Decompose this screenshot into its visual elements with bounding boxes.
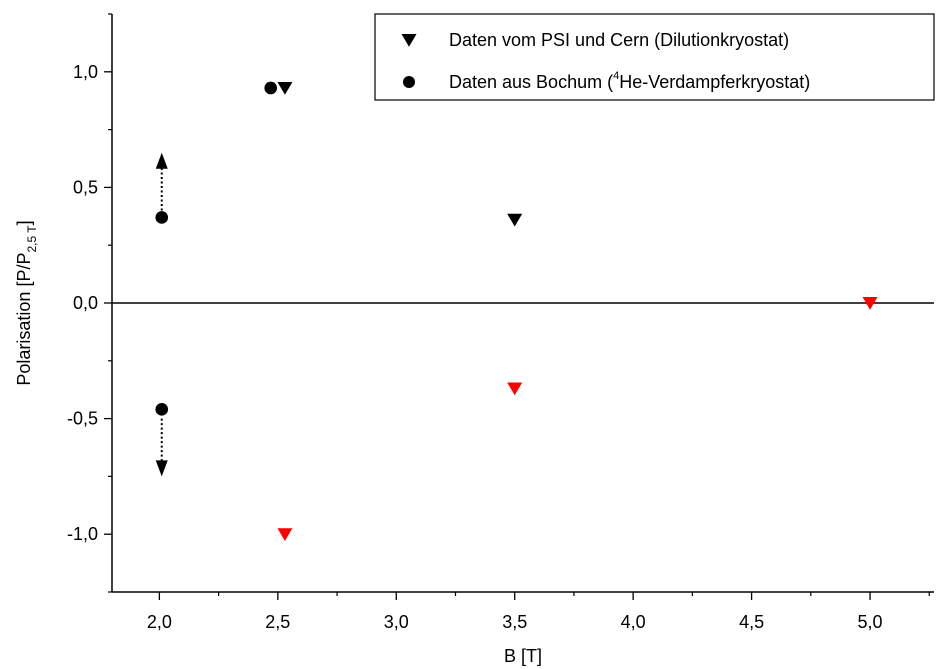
x-tick-label: 3,0 [384,612,409,632]
data-point-circle [155,211,169,224]
x-tick-label: 2,0 [147,612,172,632]
x-tick-label: 4,0 [621,612,646,632]
data-point-circle [155,403,169,416]
legend-box [374,13,935,101]
legend-label-psi-cern: Daten vom PSI und Cern (Dilutionkryostat… [449,30,789,50]
y-axis-title: Polarisation [P/P2,5 T] [14,220,39,385]
data-point-circle [264,81,278,95]
x-tick-label: 3,5 [502,612,527,632]
x-axis-title: B [T] [504,646,542,666]
data-point-triangle [862,297,878,310]
x-tick-label: 5,0 [858,612,883,632]
y-tick-label: 0,0 [73,293,98,313]
legend-marker-circle [403,76,415,88]
y-axis-title-end: ] [14,220,34,225]
legend-marker-triangle [401,34,417,47]
arrow-down-icon [155,460,168,477]
y-axis-title-subscript: 2,5 T [25,225,39,253]
arrow-up-icon [155,152,168,169]
data-point-triangle [507,213,523,227]
data-point-triangle [507,382,523,396]
data-point-triangle [277,81,293,95]
legend-label-bochum-sup: 4 [613,70,619,82]
legend: Daten vom PSI und Cern (Dilutionkryostat… [374,13,935,101]
data-point-triangle [277,528,293,541]
x-tick-label: 4,5 [739,612,764,632]
legend-label-bochum-pre: Daten aus Bochum ( [449,72,613,92]
y-tick-label: 0,5 [73,177,98,197]
x-tick-label: 2,5 [265,612,290,632]
y-axis-title-main: Polarisation [P/P [14,253,34,386]
y-tick-label: 1,0 [73,62,98,82]
legend-label-bochum: Daten aus Bochum (4He-Verdampferkryostat… [449,70,810,92]
legend-label-bochum-post: He-Verdampferkryostat) [619,72,810,92]
y-tick-label: -0,5 [67,409,98,429]
y-tick-label: -1,0 [67,524,98,544]
